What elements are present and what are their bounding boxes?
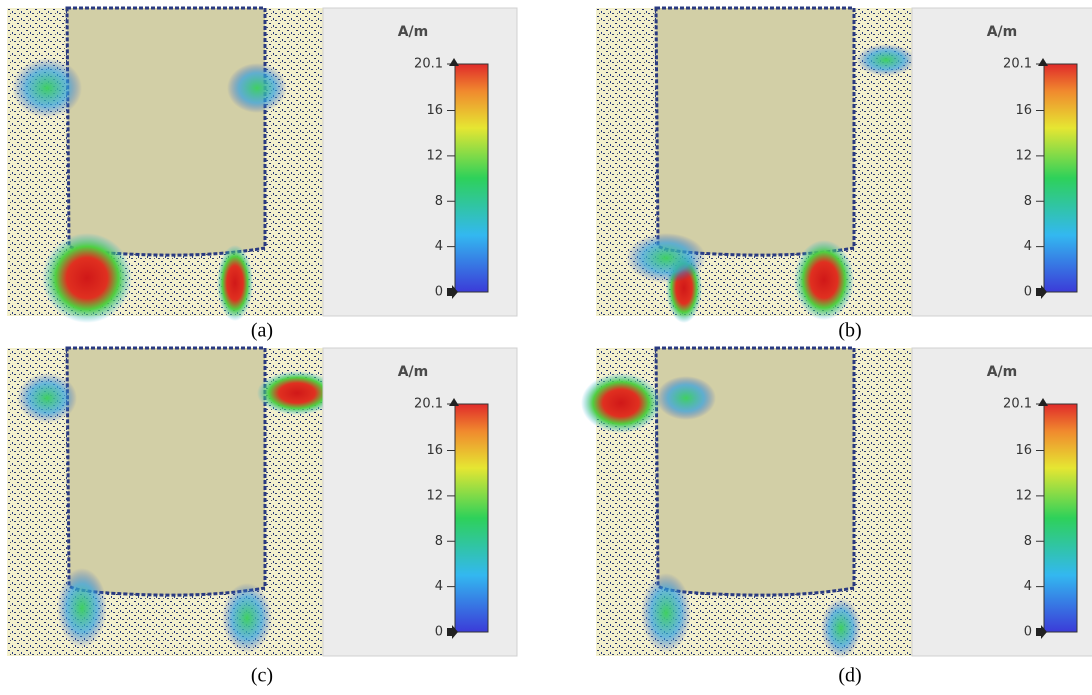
tick-label: 0 bbox=[1024, 285, 1032, 300]
panel: A/m 0 4 8 12 16 20.1 bbox=[596, 8, 1092, 323]
patch bbox=[656, 8, 854, 255]
patch bbox=[67, 8, 265, 255]
hot-spot bbox=[227, 63, 287, 113]
tick-label: 8 bbox=[1024, 194, 1032, 209]
tick-label: 16 bbox=[1015, 103, 1032, 118]
hot-spot bbox=[217, 245, 253, 321]
hot-spot bbox=[222, 583, 272, 653]
hot-spot bbox=[821, 598, 861, 658]
colorbar bbox=[1044, 404, 1077, 632]
patch bbox=[67, 348, 265, 595]
tick-label: 20.1 bbox=[414, 397, 443, 412]
tick-label: 8 bbox=[435, 194, 443, 209]
hot-spot bbox=[794, 240, 854, 320]
panel: A/m 0 4 8 12 16 20.1 bbox=[7, 348, 517, 656]
tick-label: 4 bbox=[435, 579, 443, 594]
hot-spot bbox=[641, 573, 691, 653]
tick-label: 0 bbox=[1024, 625, 1032, 640]
tick-label: 4 bbox=[435, 239, 443, 254]
caption: (c) bbox=[251, 665, 273, 687]
unit-label: A/m bbox=[398, 24, 429, 40]
tick-label: 20.1 bbox=[414, 57, 443, 72]
tick-label: 20.1 bbox=[1003, 57, 1032, 72]
hot-spot bbox=[17, 373, 77, 423]
hot-spot bbox=[856, 44, 916, 76]
hot-spot bbox=[42, 233, 132, 323]
hot-spot bbox=[581, 373, 661, 433]
tick-label: 0 bbox=[435, 285, 443, 300]
caption: (d) bbox=[838, 665, 861, 687]
tick-label: 12 bbox=[426, 488, 443, 503]
tick-label: 4 bbox=[1024, 579, 1032, 594]
tick-label: 8 bbox=[1024, 534, 1032, 549]
tick-label: 20.1 bbox=[1003, 397, 1032, 412]
unit-label: A/m bbox=[987, 24, 1018, 40]
tick-label: 16 bbox=[1015, 443, 1032, 458]
field-map bbox=[581, 348, 912, 658]
colorbar bbox=[455, 64, 488, 292]
caption: (b) bbox=[838, 320, 861, 342]
hot-spot bbox=[656, 376, 716, 420]
hot-spot bbox=[626, 233, 706, 283]
hot-spot bbox=[57, 568, 107, 648]
tick-label: 16 bbox=[426, 103, 443, 118]
panel: A/m 0 4 8 12 16 20.1 bbox=[7, 8, 517, 323]
field-map bbox=[7, 348, 337, 656]
unit-label: A/m bbox=[987, 364, 1018, 380]
tick-label: 0 bbox=[435, 625, 443, 640]
field-map bbox=[596, 8, 916, 323]
tick-label: 12 bbox=[1015, 148, 1032, 163]
figure: A/m 0 4 8 12 16 20.1 (a) A/m 0 4 8 12 16 20.1 (b) A/m 0 4 8… bbox=[0, 0, 1092, 695]
tick-label: 8 bbox=[435, 534, 443, 549]
caption: (a) bbox=[251, 320, 273, 342]
hot-spot bbox=[12, 58, 82, 118]
panel: A/m 0 4 8 12 16 20.1 bbox=[581, 348, 1092, 658]
field-map bbox=[7, 8, 323, 323]
tick-label: 12 bbox=[1015, 488, 1032, 503]
tick-label: 12 bbox=[426, 148, 443, 163]
tick-label: 16 bbox=[426, 443, 443, 458]
tick-label: 4 bbox=[1024, 239, 1032, 254]
colorbar bbox=[1044, 64, 1077, 292]
unit-label: A/m bbox=[398, 364, 429, 380]
colorbar bbox=[455, 404, 488, 632]
